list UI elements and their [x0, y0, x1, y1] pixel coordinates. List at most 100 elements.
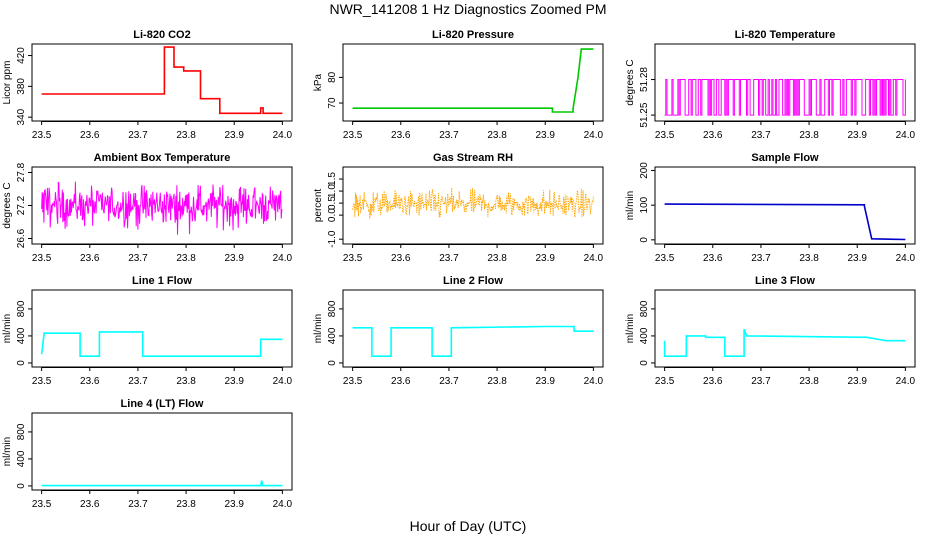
series-line	[664, 79, 906, 116]
y-tick-label: 0	[16, 483, 27, 489]
y-axis-label: kPa	[313, 73, 324, 91]
plot-box	[31, 412, 293, 491]
x-tick-label: 23.5	[32, 253, 52, 264]
series-line	[664, 203, 906, 241]
x-tick-label: 23.5	[655, 130, 675, 141]
y-tick-label: 51.25	[639, 102, 650, 127]
y-tick-label: 800	[639, 300, 650, 317]
x-tick-label: 23.8	[487, 376, 507, 387]
panel-title: Li-820 CO2	[133, 29, 190, 41]
x-tick-label: 23.8	[176, 376, 196, 387]
x-tick-label: 23.9	[535, 253, 555, 264]
figure-title: NWR_141208 1 Hz Diagnostics Zoomed PM	[329, 1, 607, 17]
x-tick-label: 23.8	[176, 499, 196, 510]
y-axis-label: ml/min	[2, 314, 13, 343]
x-tick-label: 24.0	[584, 376, 604, 387]
y-tick-label: 51.28	[639, 67, 650, 92]
x-tick-label: 24.0	[896, 376, 916, 387]
x-tick-label: 23.8	[799, 253, 819, 264]
y-tick-label: 0	[639, 360, 650, 366]
panel-title: Li-820 Pressure	[432, 29, 514, 41]
plot-box	[31, 43, 293, 122]
x-tick-label: 23.5	[32, 376, 52, 387]
y-tick-label: 400	[16, 450, 27, 467]
x-tick-label: 24.0	[273, 376, 293, 387]
y-tick-label: 400	[327, 327, 338, 344]
y-tick-label: 400	[16, 327, 27, 344]
plot-box	[654, 289, 916, 368]
x-tick-label: 23.6	[703, 376, 723, 387]
x-tick-label: 23.6	[80, 499, 100, 510]
y-tick-label: 0	[639, 237, 650, 243]
y-tick-label: 27.8	[16, 162, 27, 182]
x-tick-label: 23.7	[439, 253, 459, 264]
x-tick-label: 24.0	[896, 253, 916, 264]
y-tick-label: 0	[327, 360, 338, 366]
y-axis-label: Licor ppm	[2, 61, 13, 105]
series-line	[41, 181, 283, 235]
x-tick-label: 23.5	[32, 130, 52, 141]
x-tick-label: 23.7	[751, 376, 771, 387]
x-tick-label: 23.8	[487, 130, 507, 141]
y-tick-label: 200	[639, 162, 650, 179]
y-tick-label: 400	[639, 327, 650, 344]
panel-title: Gas Stream RH	[433, 152, 513, 164]
x-tick-label: 24.0	[273, 253, 293, 264]
series-line	[663, 328, 906, 357]
panel-2: Li-820 Temperature degrees C 23.5 23.6 23.7 2…	[625, 29, 916, 141]
panel-title: Line 3 Flow	[755, 275, 815, 287]
x-tick-label: 23.9	[535, 376, 555, 387]
y-tick-label: 0.0	[327, 208, 338, 222]
y-axis-label: ml/min	[2, 437, 13, 466]
x-tick-label: 24.0	[584, 130, 604, 141]
x-tick-label: 23.9	[224, 130, 244, 141]
panel-3: Ambient Box Temperature degrees C 23.5 23.6…	[2, 152, 293, 264]
x-tick-label: 23.7	[128, 376, 148, 387]
panel-title: Line 4 (LT) Flow	[121, 398, 204, 410]
x-tick-label: 23.5	[343, 376, 363, 387]
x-tick-label: 23.9	[847, 253, 867, 264]
y-tick-label: 80	[327, 71, 338, 83]
panel-title: Line 1 Flow	[132, 275, 192, 287]
y-tick-label: 0.5	[327, 196, 338, 210]
series-line	[352, 48, 594, 113]
panel-title: Li-820 Temperature	[735, 29, 836, 41]
x-tick-label: 23.5	[343, 130, 363, 141]
panel-4: Gas Stream RH percent 23.5 23.6 23.7 23.8 23.9…	[313, 152, 604, 264]
x-tick-label: 23.6	[80, 130, 100, 141]
x-tick-label: 23.6	[80, 376, 100, 387]
y-tick-label: 800	[16, 423, 27, 440]
y-tick-label: 800	[16, 300, 27, 317]
panel-0: Li-820 CO2 Licor ppm 23.5 23.6 23.7 23.8 23.9 2…	[2, 29, 293, 141]
x-tick-label: 23.5	[655, 376, 675, 387]
x-tick-label: 23.8	[176, 130, 196, 141]
x-tick-label: 23.5	[343, 253, 363, 264]
panel-title: Sample Flow	[751, 152, 819, 164]
y-tick-label: 70	[327, 97, 338, 109]
y-tick-label: 0	[16, 360, 27, 366]
x-tick-label: 23.7	[439, 130, 459, 141]
x-tick-label: 23.6	[391, 376, 411, 387]
x-tick-label: 23.8	[799, 130, 819, 141]
y-tick-label: 800	[327, 300, 338, 317]
x-tick-label: 23.9	[535, 130, 555, 141]
x-tick-label: 23.5	[32, 499, 52, 510]
panel-title: Ambient Box Temperature	[94, 152, 231, 164]
panel-7: Line 2 Flow ml/min 23.5 23.6 23.7 23.8 23.9 24.…	[313, 275, 604, 387]
panel-9: Line 4 (LT) Flow ml/min 23.5 23.6 23.7 23.8 23…	[2, 398, 293, 510]
y-tick-label: 380	[16, 78, 27, 95]
x-tick-label: 23.7	[439, 376, 459, 387]
x-tick-label: 23.9	[847, 130, 867, 141]
x-tick-label: 23.8	[487, 253, 507, 264]
x-tick-label: 23.5	[655, 253, 675, 264]
y-tick-label: 100	[639, 196, 650, 213]
x-tick-label: 24.0	[896, 130, 916, 141]
x-tick-label: 23.9	[224, 253, 244, 264]
x-tick-label: 23.9	[847, 376, 867, 387]
x-tick-label: 23.6	[703, 130, 723, 141]
series-line	[40, 331, 283, 357]
y-axis-label: ml/min	[625, 191, 636, 220]
plot-box	[654, 166, 916, 245]
y-axis-label: percent	[313, 189, 324, 223]
